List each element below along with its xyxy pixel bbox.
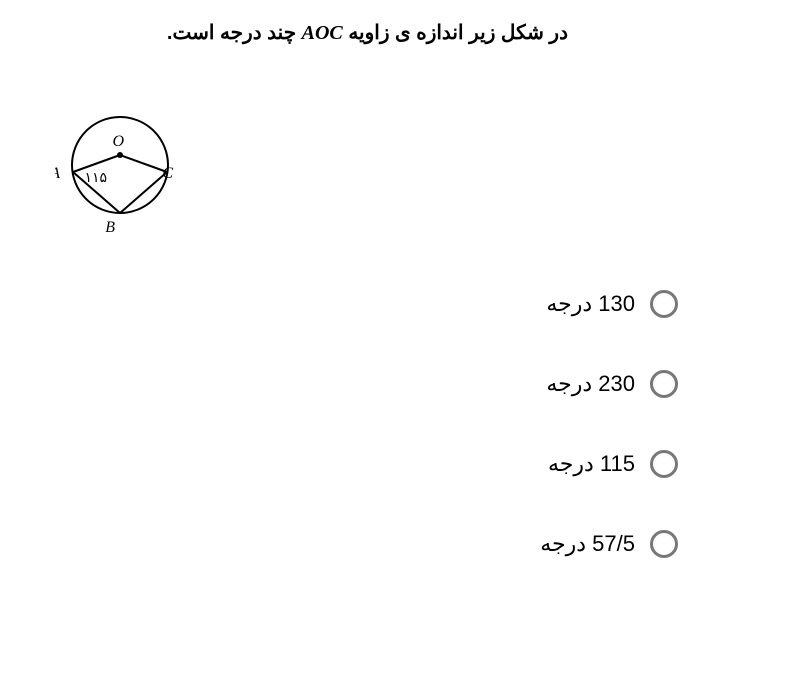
svg-text:C: C	[162, 165, 173, 182]
radio-icon[interactable]	[650, 290, 678, 318]
option-4[interactable]: 57/5 درجه	[540, 530, 678, 558]
option-label: 115 درجه	[548, 451, 635, 477]
angle-name: AOC	[302, 22, 343, 45]
option-number: 130	[598, 291, 635, 317]
geometry-diagram: O A B C ۱۱۵	[55, 110, 185, 240]
svg-text:۱۱۵: ۱۱۵	[84, 171, 107, 186]
option-unit: درجه	[548, 451, 594, 476]
question-text: در شکل زیر اندازه ی زاویه AOC چند درجه ا…	[167, 20, 568, 45]
option-label: 130 درجه	[546, 291, 635, 317]
option-number: 230	[598, 371, 635, 397]
svg-text:A: A	[55, 165, 60, 182]
svg-text:B: B	[105, 219, 115, 236]
question-after: چند درجه است.	[167, 22, 296, 44]
options-list: 130 درجه 230 درجه 115 درجه 57/5 درجه	[540, 290, 678, 558]
option-unit: درجه	[540, 531, 586, 556]
option-number: 57/5	[592, 531, 635, 557]
radio-icon[interactable]	[650, 530, 678, 558]
option-1[interactable]: 130 درجه	[540, 290, 678, 318]
option-number: 115	[600, 451, 635, 477]
radio-icon[interactable]	[650, 450, 678, 478]
option-label: 57/5 درجه	[540, 531, 635, 557]
option-label: 230 درجه	[546, 371, 635, 397]
radio-icon[interactable]	[650, 370, 678, 398]
question-before: در شکل زیر اندازه ی زاویه	[348, 22, 568, 44]
option-unit: درجه	[546, 371, 592, 396]
option-unit: درجه	[546, 291, 592, 316]
svg-text:O: O	[112, 133, 124, 150]
option-2[interactable]: 230 درجه	[540, 370, 678, 398]
option-3[interactable]: 115 درجه	[540, 450, 678, 478]
